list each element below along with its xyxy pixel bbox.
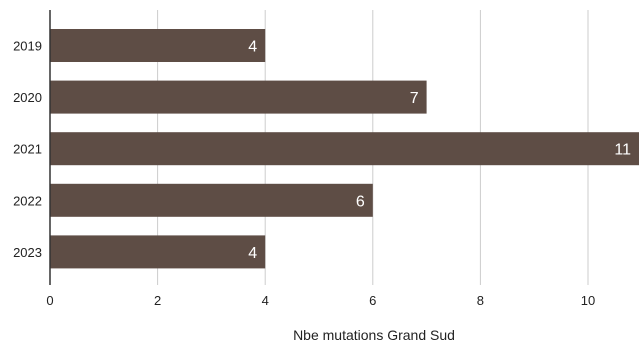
x-tick-label-6: 6: [369, 293, 376, 308]
x-tick-label-0: 0: [46, 293, 53, 308]
data-label-2019: 4: [248, 39, 257, 56]
x-axis-title: Nbe mutations Grand Sud: [293, 327, 455, 343]
bar-2021: [50, 132, 639, 166]
category-label-2021: 2021: [13, 142, 42, 157]
bar-2019: [50, 29, 266, 62]
bars: 4 7 11 6 4: [50, 29, 639, 269]
x-tick-labels: 0 2 4 6 8 10: [46, 293, 595, 308]
bar-2020: [50, 80, 427, 114]
bar-2023: [50, 235, 266, 269]
data-label-2021: 11: [614, 142, 631, 159]
bar-2022: [50, 183, 373, 217]
x-tick-label-4: 4: [262, 293, 269, 308]
x-tick-label-8: 8: [477, 293, 484, 308]
category-labels: 2019 2020 2021 2022 2023: [13, 39, 42, 260]
category-label-2019: 2019: [13, 39, 42, 54]
data-label-2020: 7: [410, 90, 419, 107]
x-tick-label-2: 2: [154, 293, 161, 308]
category-label-2020: 2020: [13, 90, 42, 105]
data-label-2022: 6: [356, 193, 365, 210]
x-tick-label-10: 10: [581, 293, 595, 308]
category-label-2023: 2023: [13, 245, 42, 260]
data-label-2023: 4: [248, 245, 257, 262]
category-label-2022: 2022: [13, 193, 42, 208]
